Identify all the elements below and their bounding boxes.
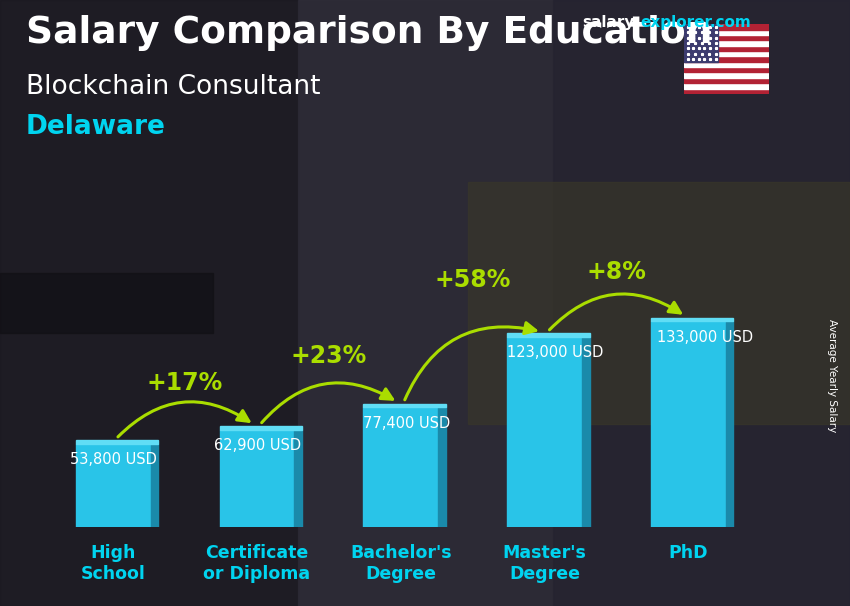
Bar [439, 407, 445, 527]
Bar [76, 444, 150, 527]
Bar [684, 62, 769, 67]
Bar [684, 88, 769, 94]
Text: explorer.com: explorer.com [640, 15, 751, 30]
Bar [684, 78, 769, 83]
Text: salary: salary [582, 15, 635, 30]
Bar [684, 24, 718, 62]
Text: Salary Comparison By Education: Salary Comparison By Education [26, 15, 711, 51]
Bar [651, 318, 734, 321]
Text: +58%: +58% [434, 268, 511, 291]
Bar [684, 24, 769, 30]
Text: +8%: +8% [586, 261, 647, 284]
Bar [364, 404, 445, 407]
Text: +23%: +23% [291, 344, 367, 368]
Bar [684, 35, 769, 41]
Text: 123,000 USD: 123,000 USD [507, 345, 604, 360]
Bar [76, 441, 158, 444]
Text: +17%: +17% [147, 371, 224, 395]
Text: 133,000 USD: 133,000 USD [657, 330, 753, 345]
Bar [726, 321, 734, 527]
Bar [684, 45, 769, 51]
Bar [219, 430, 294, 527]
Bar [684, 83, 769, 88]
Bar [364, 407, 439, 527]
Text: 62,900 USD: 62,900 USD [214, 438, 301, 453]
Bar [582, 337, 590, 527]
Bar [684, 30, 769, 35]
Text: Blockchain Consultant: Blockchain Consultant [26, 74, 320, 100]
Bar [684, 56, 769, 62]
Bar [507, 333, 590, 337]
Bar [219, 426, 302, 430]
Text: 53,800 USD: 53,800 USD [70, 452, 157, 467]
Bar [684, 73, 769, 78]
Text: 77,400 USD: 77,400 USD [364, 416, 451, 431]
Bar [684, 67, 769, 73]
Bar [684, 41, 769, 45]
Bar [651, 321, 726, 527]
Text: Delaware: Delaware [26, 114, 166, 140]
Bar [507, 337, 582, 527]
Bar [150, 444, 158, 527]
Bar [684, 51, 769, 56]
Bar [294, 430, 302, 527]
Text: Average Yearly Salary: Average Yearly Salary [827, 319, 837, 432]
